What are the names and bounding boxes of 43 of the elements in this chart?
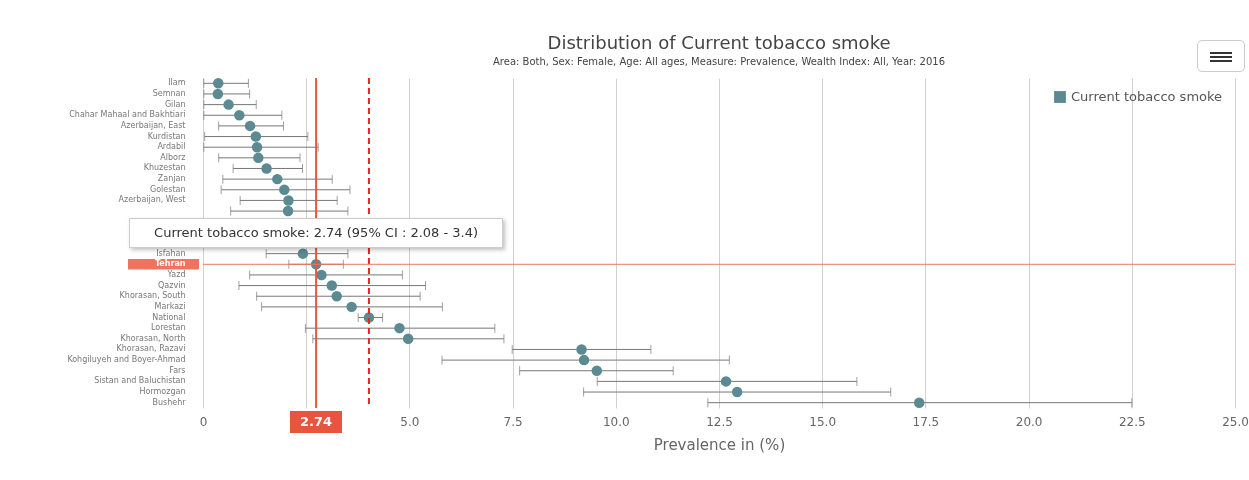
x-tick-label: 7.5 (503, 414, 523, 429)
y-tick-label: Gilan (164, 99, 186, 109)
x-tick-label: 20.0 (1015, 414, 1043, 429)
y-tick-label: Golestan (149, 184, 186, 194)
x-tick-label: 10.0 (602, 414, 630, 429)
ref-line-label: 2.74 (290, 411, 343, 433)
x-tick-label: 5.0 (400, 414, 420, 429)
x-tick-label: 15.0 (809, 414, 837, 429)
y-tick-label: Semnan (152, 88, 186, 98)
x-axis-title: Prevalence in (%) (653, 435, 786, 454)
y-tick-label: Isfahan (156, 248, 186, 258)
y-tick-label: Yazd (166, 269, 186, 279)
chart-subtitle: Area: Both, Sex: Female, Age: All ages, Measure: Prevalence, Wealth Index: All, Year: 2016 (492, 56, 946, 67)
y-tick-label: Alborz (160, 152, 186, 162)
y-tick-label: Tehran (154, 259, 186, 269)
y-tick-label: Kurdistan (147, 131, 186, 141)
y-tick-label: Chahar Mahaal and Bakhtiari (69, 110, 186, 120)
x-tick-label: 12.5 (706, 414, 733, 429)
y-tick-label: Azerbaijan, East (120, 120, 186, 130)
y-tick-label: Azerbaijan, West (118, 195, 186, 205)
y-tick-label: Hormozgan (139, 387, 186, 397)
x-tick-label: 17.5 (912, 414, 940, 429)
x-tick-label: 0 (199, 414, 208, 429)
y-tick-label: National (152, 312, 186, 322)
y-tick-label: Markazi (154, 301, 186, 311)
y-tick-label: Bushehr (152, 397, 187, 407)
y-tick-label: Ardabil (157, 142, 186, 152)
y-tick-label: Khorasan, North (120, 333, 186, 343)
y-tick-label: Khorasan, South (119, 291, 186, 301)
y-tick-label: Khorasan, Razavi (116, 344, 186, 354)
chart-title: Distribution of Current tobacco smoke (547, 32, 891, 53)
y-tick-label: Fars (169, 365, 186, 375)
y-tick-label: Sistan and Baluchistan (94, 376, 186, 386)
y-tick-label: Khuzestan (143, 163, 186, 173)
legend-label: Current tobacco smoke (1071, 89, 1223, 104)
y-tick-label: Zanjan (157, 174, 186, 184)
y-tick-label: Qazvin (158, 280, 186, 290)
x-tick-label: 25.0 (1222, 414, 1249, 429)
y-tick-label: Ilam (168, 78, 186, 88)
x-tick-label: 22.5 (1118, 414, 1146, 429)
tooltip-box: Current tobacco smoke: 2.74 (95% CI : 2.08 - 3.4) (129, 218, 504, 249)
y-tick-label: Kohgiluyeh and Boyer-Ahmad (67, 355, 186, 365)
y-tick-label: Lorestan (150, 323, 186, 333)
